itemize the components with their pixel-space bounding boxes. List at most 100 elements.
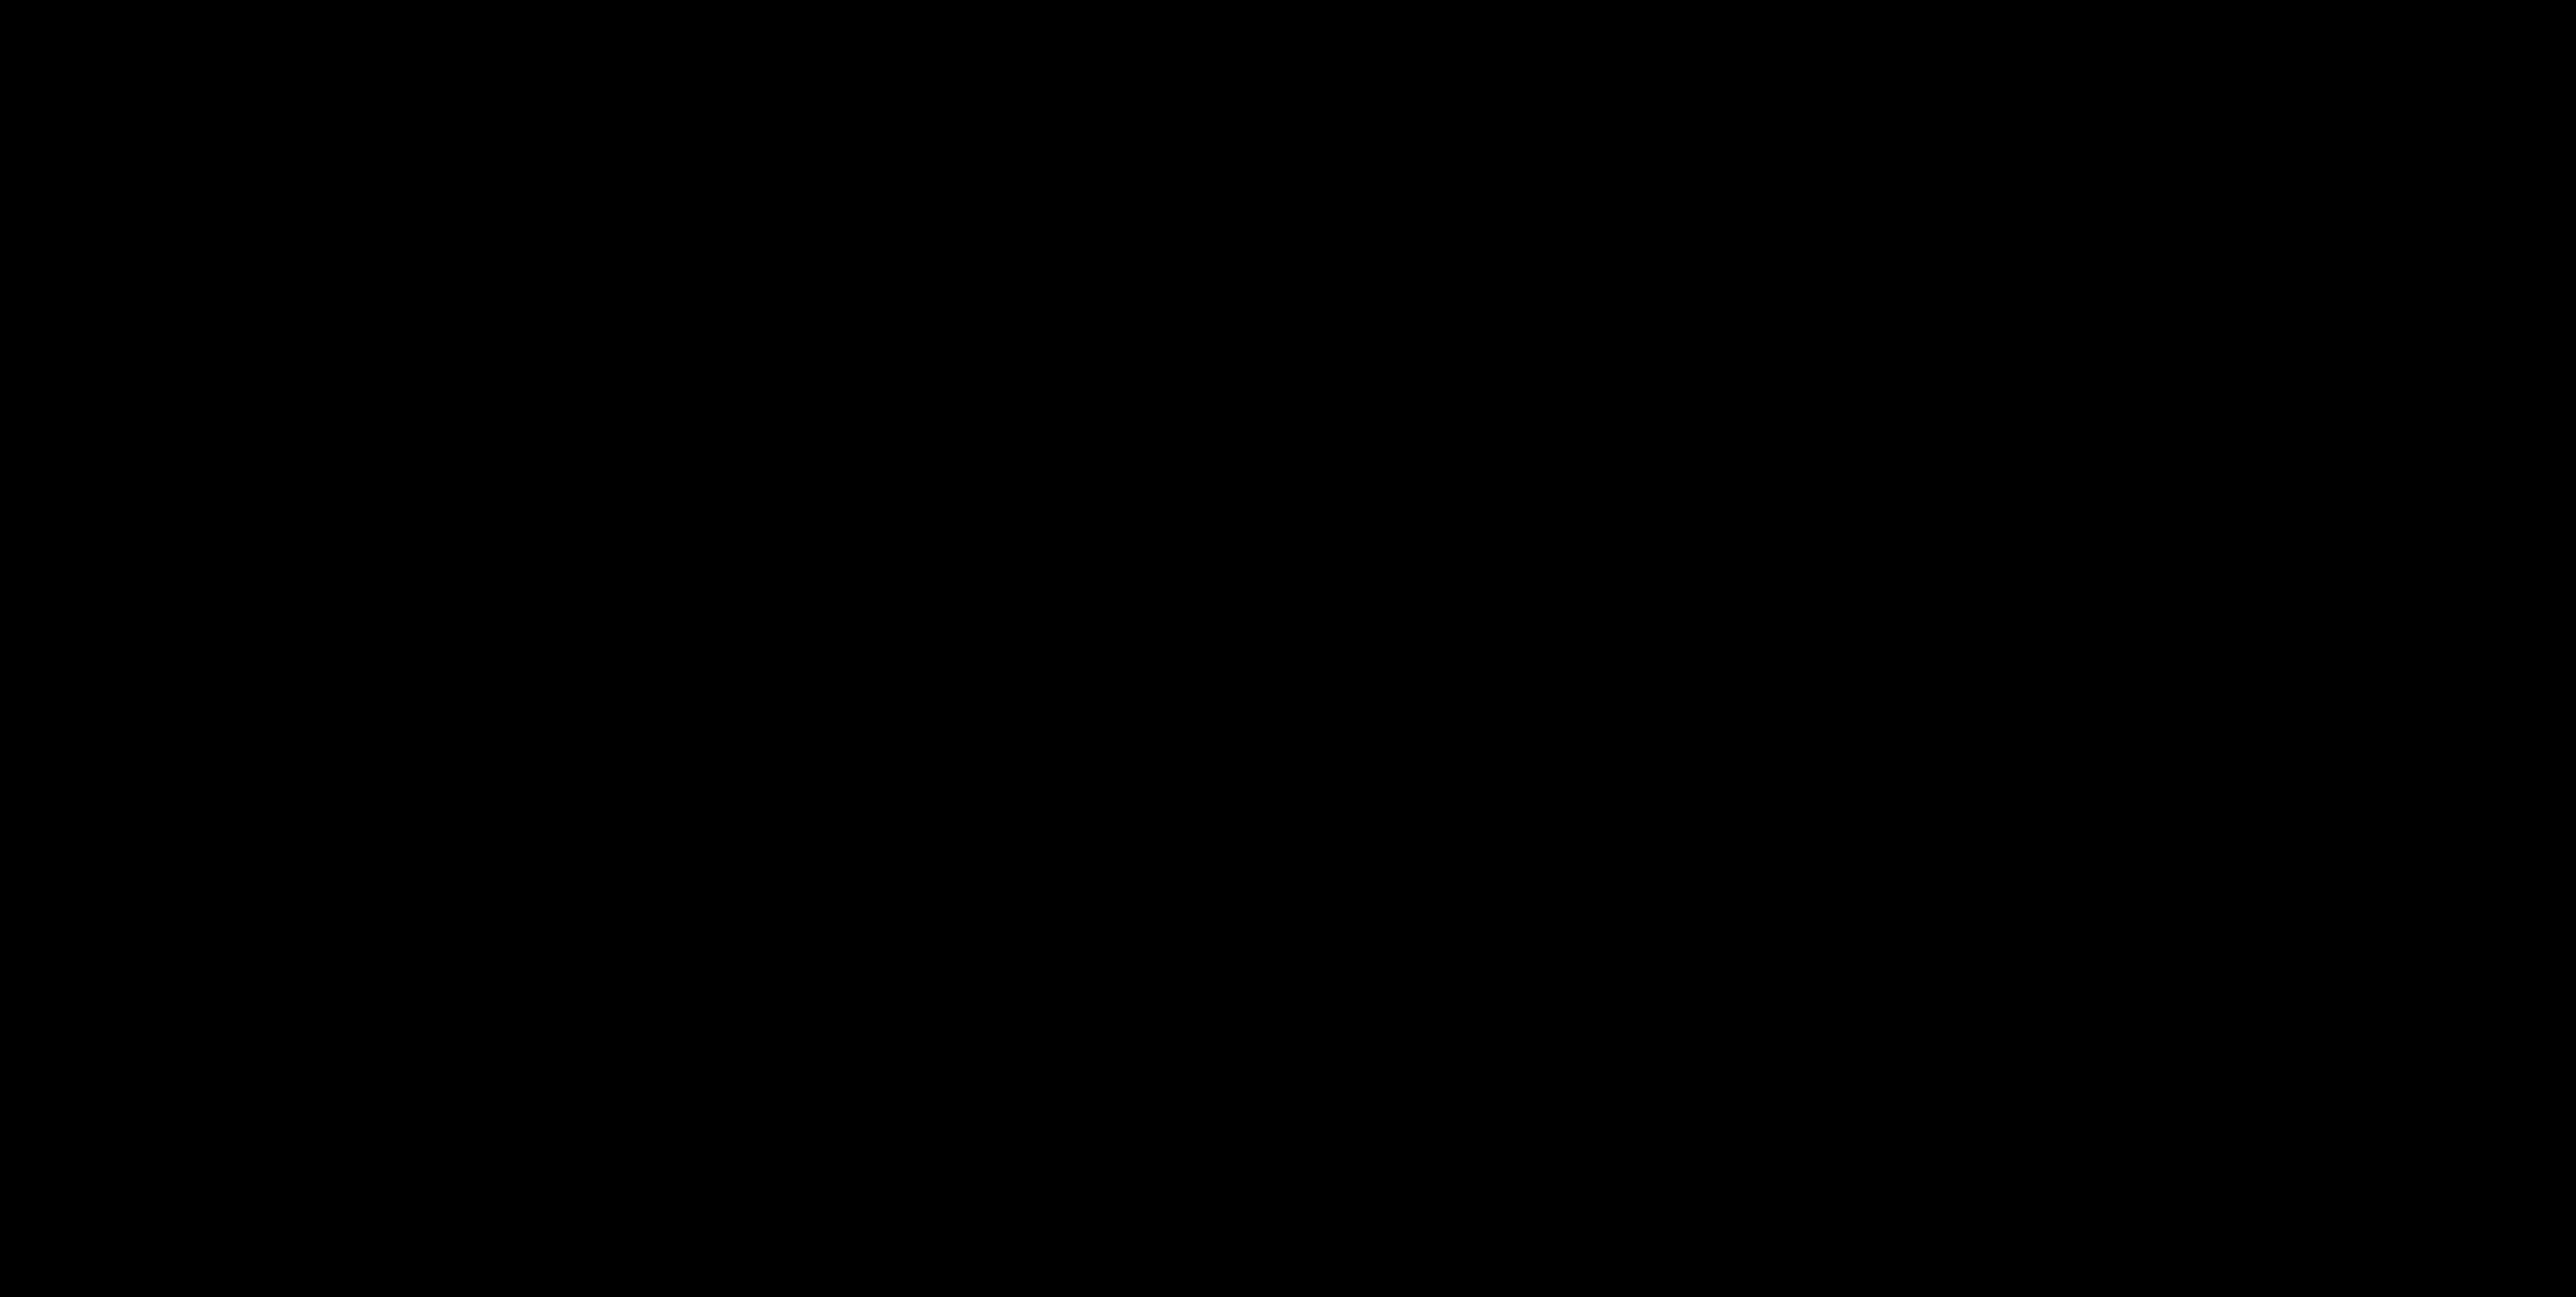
nav-item-referral[interactable]: Referral <box>695 154 782 182</box>
settings-button[interactable] <box>2293 142 2345 194</box>
orderbook-bid-row[interactable]: 43666 0.131 2.503 <box>1400 760 1887 791</box>
account-withdraw-button[interactable]: Withdraw <box>2209 1151 2352 1194</box>
orderbook-ask-row[interactable]: 43666 0.131 2.503 <box>1400 399 1887 429</box>
network-selector[interactable]: ▾ <box>1987 142 2068 194</box>
slider-tick-75[interactable] <box>2239 523 2250 533</box>
indicator-settings-icon[interactable] <box>633 333 658 358</box>
expand-side-panel-handle[interactable]: › <box>181 573 204 647</box>
orderbook-ask-row[interactable]: 43666 0.131 2.503 <box>1400 642 1887 673</box>
tab-trades[interactable]: Trades <box>1583 244 1658 271</box>
chevron-down-icon[interactable]: ▾ <box>381 259 391 279</box>
orderbook-bid-row[interactable]: 43666 0.131 2.503 <box>1400 943 1887 973</box>
info-icon[interactable]: i <box>2327 331 2352 357</box>
chevron-down-icon[interactable]: ▾ <box>2325 454 2334 475</box>
timeframe-1d[interactable]: 1D <box>470 332 498 357</box>
hide-other-pairs-checkbox[interactable] <box>1664 1155 1688 1179</box>
info-icon[interactable]: i <box>1967 886 1993 911</box>
orderbook-ask-row[interactable]: 43666 0.131 2.503 <box>1400 521 1887 551</box>
orderbook-bid-row[interactable]: 43666 0.131 2.503 <box>1400 1064 1887 1095</box>
reduce-only-checkbox[interactable] <box>1919 597 1943 621</box>
add-funds-icon[interactable]: + <box>2110 391 2134 414</box>
fullscreen-icon[interactable] <box>1346 334 1369 357</box>
order-type-limit[interactable]: Limit <box>2028 330 2080 357</box>
nav-item-trade[interactable]: Trade ▾ <box>444 154 525 182</box>
brand[interactable]: ASTER <box>213 147 388 190</box>
divider: | <box>2298 390 2304 414</box>
candlestick-chart[interactable]: 64000.00 63000.00 62000.00 61000.00 60000.00… <box>181 371 1393 1126</box>
hide-other-pairs[interactable]: Hide other pairs <box>1664 1153 1864 1181</box>
slider-tick-25[interactable] <box>2022 523 2033 533</box>
size-input[interactable]: Size 0% USDT ▾ <box>1919 437 2352 492</box>
ma-settings-gear-icon[interactable]: ⚙ <box>733 418 758 441</box>
nav-item-portfolio[interactable]: Portfolio <box>565 154 655 182</box>
orderbook-ask-row[interactable]: 43666 0.131 2.503 <box>1400 551 1887 581</box>
view-chart-tab[interactable]: Chart <box>1182 332 1239 357</box>
book-mode-both-icon[interactable] <box>1421 293 1448 318</box>
account-deposit-button[interactable]: Deposit <box>2072 1151 2198 1194</box>
candle-style-icon[interactable] <box>706 333 731 358</box>
timeframe-1h[interactable]: 1h <box>376 332 401 357</box>
chart-settings-gear-icon[interactable] <box>851 333 876 358</box>
slider-tick-100[interactable] <box>2347 523 2358 533</box>
collapse-triangle-icon[interactable]: ▼ <box>200 421 214 437</box>
orderbook-bid-row[interactable]: 43666 0.131 2.503 <box>1400 912 1887 943</box>
collapse-triangle-icon[interactable]: ▼ <box>200 386 214 403</box>
wallet-address-button[interactable]: 0x1234...567 ▾ <box>2083 142 2277 194</box>
buy-long-button[interactable]: Buy / Long <box>1919 710 2352 773</box>
buy-tab[interactable]: Buy <box>1919 246 2136 300</box>
orderbook-ask-row[interactable]: 43666 0.131 2.503 <box>1400 612 1887 642</box>
orderbook-bid-row[interactable]: 43666 0.131 2.503 <box>1400 1004 1887 1034</box>
timeframe-4h[interactable]: 4h <box>423 332 448 357</box>
view-depth-tab[interactable]: Depth <box>1263 332 1321 357</box>
price-mode-dropdown[interactable]: Last price ▾ <box>922 332 1032 357</box>
orderbook-ask-row[interactable]: 43666 0.131 2.503 <box>1400 460 1887 490</box>
slider-tick-50[interactable] <box>2131 523 2141 533</box>
info-icon[interactable]: i <box>1421 1224 1442 1244</box>
order-type-stop-limit[interactable]: Stop-Limit ▾ <box>2109 330 2234 357</box>
eye-icon[interactable]: ◉ <box>699 418 723 441</box>
nav-item-more[interactable]: More ▾ <box>974 154 1046 182</box>
orderbook-bid-row[interactable]: 43666 0.131 2.503 <box>1400 821 1887 852</box>
close-icon[interactable]: ✕ <box>768 418 792 441</box>
tab-positions[interactable]: Positions <box>204 1153 309 1180</box>
orderbook-bid-row[interactable]: 43666 0.131 2.503 <box>1400 791 1887 821</box>
deposit-button[interactable]: Deposit <box>1821 141 1971 195</box>
order-type-market[interactable]: Market <box>1919 330 1998 357</box>
size-slider[interactable] <box>1915 519 2358 538</box>
size-unit-dropdown[interactable]: USDT <box>2253 450 2317 478</box>
orderbook-bid-row[interactable]: 43666 0.131 2.503 <box>1400 882 1887 912</box>
chevron-down-icon[interactable]: ▾ <box>576 335 586 355</box>
leverage-button[interactable]: 20x <box>2316 390 2352 414</box>
brand-name: ASTER <box>270 149 389 186</box>
tab-trade-history[interactable]: Trade history <box>690 1153 826 1180</box>
book-mode-asks-icon[interactable] <box>1504 293 1530 318</box>
asks-list: 43666 0.131 2.503 43666 0.131 2.503 43666 0.131… <box>1400 369 1887 703</box>
nav-item-rewards[interactable]: Rewards ▾ <box>822 154 934 182</box>
tab-order-history[interactable]: Order history <box>516 1153 651 1180</box>
mid-price-row[interactable]: 63,025 ↑ 63,025 <box>1400 703 1887 760</box>
timeframe-1m[interactable]: 1m <box>204 332 234 357</box>
tab-open-orders[interactable]: Open orders <box>348 1153 478 1180</box>
orderbook-ask-row[interactable]: 43666 0.131 2.503 <box>1400 369 1887 399</box>
orderbook-bid-row[interactable]: 43666 0.131 2.503 <box>1400 973 1887 1004</box>
nav-links: Trade ▾ Portfolio Referral Rewards ▾ More ▾ <box>444 155 1046 182</box>
tab-transaction-history[interactable]: Transaction history <box>864 1153 1061 1180</box>
orderbook-ask-row[interactable]: 43666 0.131 2.503 <box>1400 673 1887 703</box>
timeframe-1w[interactable]: 1W <box>521 332 554 357</box>
orderbook-bid-row[interactable]: 43666 0.131 2.503 <box>1400 852 1887 882</box>
timeframe-5m[interactable]: 5m <box>257 332 289 357</box>
pair-selector[interactable]: BTCUSDT <box>240 252 373 284</box>
timeframe-15m[interactable]: 15m <box>311 332 353 357</box>
tick-size-dropdown[interactable]: 1 ▾ <box>1837 293 1866 318</box>
tpsl-checkbox[interactable] <box>1919 646 1943 670</box>
book-mode-bids-icon[interactable] <box>1462 293 1489 318</box>
orderbook-ask-row[interactable]: 43666 0.131 2.503 <box>1400 581 1887 612</box>
tab-order-book[interactable]: Order book <box>1421 244 1552 271</box>
sell-tab[interactable]: Sell <box>2136 246 2352 300</box>
indicators-list-icon[interactable] <box>778 333 803 358</box>
orderbook-ask-row[interactable]: 43666 0.131 2.503 <box>1400 429 1887 460</box>
orderbook-ask-row[interactable]: 43666 0.131 2.503 <box>1400 490 1887 521</box>
orderbook-bid-row[interactable]: 43666 0.131 2.503 <box>1400 1034 1887 1064</box>
slider-handle[interactable] <box>1915 519 1935 538</box>
margin-mode-button[interactable]: Cross <box>2224 390 2286 414</box>
